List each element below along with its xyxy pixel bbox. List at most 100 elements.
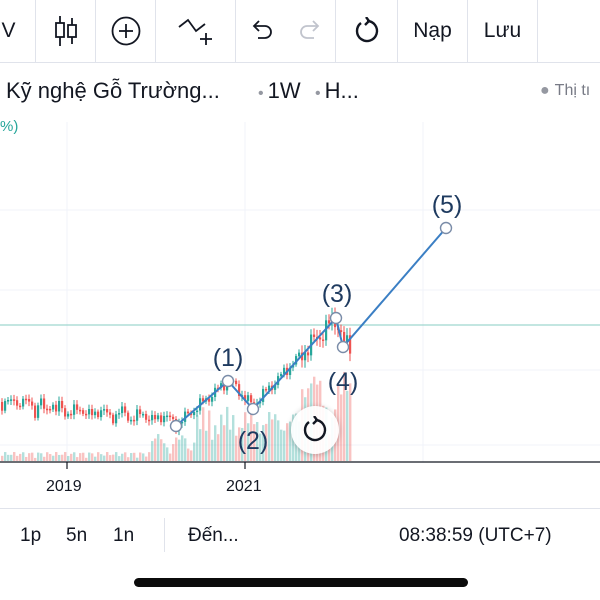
- volume-bar: [202, 407, 205, 461]
- candle-body: [16, 400, 19, 406]
- volume-bar: [130, 453, 133, 461]
- redo-icon[interactable]: [297, 19, 323, 43]
- candle-body: [157, 415, 160, 420]
- candle-body: [61, 400, 64, 409]
- candle-body: [73, 404, 76, 415]
- add-indicator-button[interactable]: [96, 0, 156, 62]
- wave-label: (1): [213, 344, 244, 372]
- goto-date-button[interactable]: Đến...: [188, 525, 239, 546]
- volume-bar: [211, 439, 214, 461]
- candle-body: [34, 405, 37, 418]
- interval-label[interactable]: • 1W: [258, 78, 301, 103]
- volume-bar: [259, 433, 262, 461]
- volume-bar: [175, 437, 178, 461]
- candle-body: [322, 339, 325, 341]
- candle-body: [112, 414, 115, 424]
- load-layout-button[interactable]: Nạp: [398, 0, 468, 62]
- volume-bar: [4, 452, 7, 461]
- candle-body: [4, 401, 7, 411]
- reset-icon: [303, 416, 327, 442]
- symbol-title[interactable]: Kỹ nghệ Gỗ Trường...: [6, 78, 220, 103]
- volume-bar: [238, 427, 241, 461]
- candle-body: [268, 385, 271, 391]
- wave-label: (2): [238, 427, 269, 455]
- volume-bar: [241, 427, 244, 461]
- load-layout-label: Nạp: [413, 19, 452, 42]
- volume-bar: [187, 448, 190, 461]
- volume-bar: [25, 456, 28, 461]
- candle-body: [22, 398, 25, 407]
- candle-body: [103, 409, 106, 411]
- reset-view-button[interactable]: [291, 406, 339, 454]
- timeframe-label: V: [1, 19, 16, 42]
- volume-bar: [19, 453, 22, 461]
- candle-body: [133, 419, 136, 422]
- candle-body: [151, 414, 154, 421]
- candle-body: [127, 412, 130, 421]
- candle-body: [97, 411, 100, 418]
- range-1d-button[interactable]: 1p: [20, 525, 42, 546]
- candle-body: [145, 413, 148, 420]
- volume-bar: [133, 452, 136, 461]
- volume-bar: [289, 421, 292, 461]
- volume-bar: [277, 420, 280, 461]
- timeframe-button[interactable]: V: [0, 0, 36, 62]
- clock-timezone[interactable]: 08:38:59 (UTC+7): [399, 525, 552, 546]
- candle-body: [13, 399, 16, 401]
- volume-bar: [256, 422, 259, 461]
- candle-body: [31, 401, 34, 406]
- candle-body: [142, 413, 145, 416]
- candle-body: [247, 395, 250, 401]
- candle-body: [124, 406, 127, 413]
- reset-chart-button[interactable]: [336, 0, 398, 62]
- candle-body: [340, 330, 343, 332]
- candle-body: [169, 415, 172, 418]
- percent-label: %): [0, 118, 19, 135]
- candle-body: [235, 380, 238, 385]
- volume-bar: [145, 456, 148, 461]
- bottom-bar: [0, 508, 600, 567]
- volume-bar: [73, 452, 76, 461]
- volume-bar: [163, 443, 166, 461]
- volume-bar: [244, 412, 247, 461]
- candle-body: [163, 415, 166, 423]
- candle-body: [82, 410, 85, 414]
- volume-bar: [226, 406, 229, 461]
- candle-body: [25, 398, 28, 401]
- drawing-tools-button[interactable]: [156, 0, 236, 62]
- candle-body: [58, 400, 61, 412]
- volume-bar: [346, 390, 349, 461]
- candle-body: [187, 411, 190, 414]
- market-status: ● Thị tı: [540, 82, 590, 100]
- volume-bar: [34, 457, 37, 461]
- volume-bar: [52, 455, 55, 461]
- status-dot-icon: ●: [540, 82, 550, 99]
- candle-body: [343, 331, 346, 342]
- candle-body: [298, 352, 301, 357]
- volume-bar: [55, 452, 58, 461]
- interval-value: 1W: [267, 78, 301, 103]
- range-1y-button[interactable]: 1n: [113, 525, 135, 546]
- volume-bar: [37, 452, 40, 461]
- candle-body: [106, 409, 109, 413]
- volume-bar: [181, 435, 184, 461]
- volume-bar: [97, 452, 100, 461]
- candle-body: [94, 411, 97, 416]
- range-5y-button[interactable]: 5n: [66, 525, 88, 546]
- candle-body: [265, 388, 268, 391]
- save-layout-button[interactable]: Lưu: [468, 0, 538, 62]
- candle-body: [121, 406, 124, 414]
- volume-bar: [79, 453, 82, 461]
- volume-bar: [193, 442, 196, 461]
- volume-bar: [82, 452, 85, 461]
- chart-type-label[interactable]: • H...: [315, 78, 359, 103]
- candle-body: [181, 421, 184, 424]
- volume-bar: [208, 410, 211, 461]
- chart-type-button[interactable]: [36, 0, 96, 62]
- undo-icon[interactable]: [249, 19, 275, 43]
- wave-point: [246, 402, 260, 416]
- volume-bar: [40, 453, 43, 461]
- candle-body: [46, 408, 49, 411]
- drawing-tool-icon: [177, 18, 212, 45]
